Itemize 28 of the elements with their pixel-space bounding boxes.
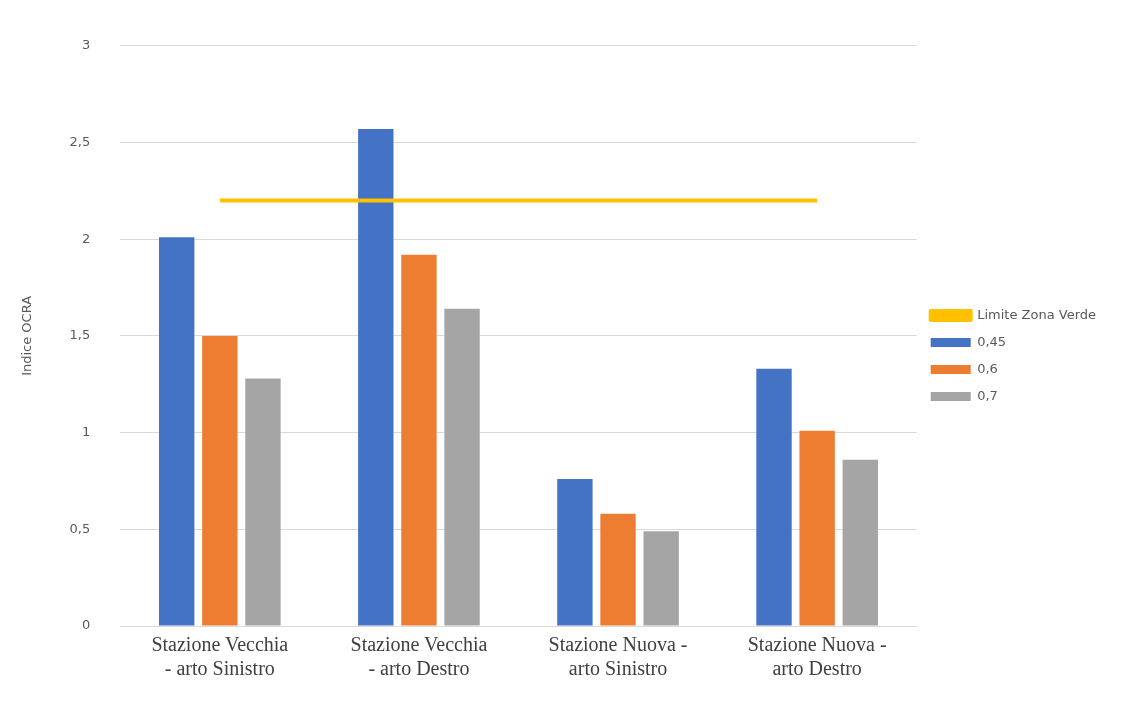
bar	[159, 237, 195, 626]
bar	[245, 378, 281, 626]
bar	[756, 368, 792, 626]
y-axis-title: Indice OCRA	[19, 295, 35, 376]
bar	[600, 513, 636, 626]
legend-label: 0,45	[977, 333, 1007, 349]
y-tick-label: 2	[81, 230, 91, 246]
legend-label: Limite Zona Verde	[977, 306, 1097, 322]
bar	[401, 254, 437, 626]
legend-label: 0,7	[977, 387, 998, 403]
bar	[358, 128, 394, 626]
y-tick-label: 0,5	[69, 520, 91, 536]
bar	[444, 308, 480, 626]
legend-label: 0,6	[977, 360, 998, 376]
x-tick-label: Stazione Vecchia - arto Destro	[350, 633, 488, 680]
x-tick-label: Stazione Nuova - arto Sinistro	[548, 633, 688, 680]
y-tick-label: 3	[81, 37, 91, 53]
bar	[202, 335, 238, 626]
y-tick-label: 2,5	[69, 133, 91, 149]
bar	[557, 479, 593, 626]
y-tick-label: 0	[81, 617, 91, 633]
bar	[842, 459, 878, 626]
bar	[643, 531, 679, 626]
y-tick-label: 1,5	[69, 327, 91, 343]
x-tick-label: Stazione Vecchia - arto Sinistro	[151, 633, 289, 680]
bar	[799, 430, 835, 626]
x-tick-label: Stazione Nuova - arto Destro	[747, 633, 887, 680]
y-tick-label: 1	[81, 423, 91, 439]
